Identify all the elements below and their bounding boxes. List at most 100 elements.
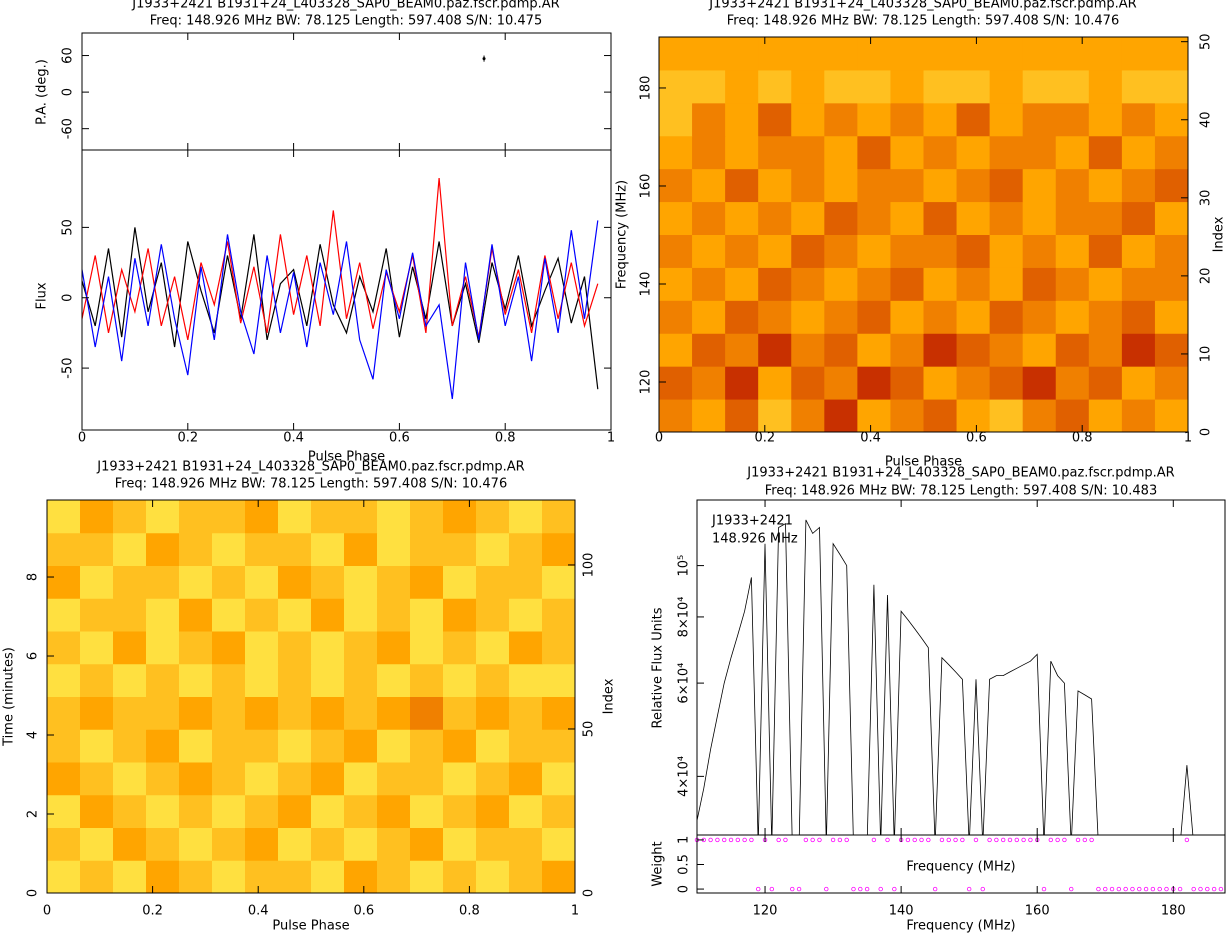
heatmap-cell bbox=[377, 565, 411, 599]
heatmap-cell bbox=[692, 399, 726, 433]
heatmap-cell bbox=[1055, 333, 1090, 367]
flux-line bbox=[82, 227, 599, 390]
heatmap-cell bbox=[47, 794, 81, 828]
heatmap-cell bbox=[791, 102, 825, 137]
heatmap-cell bbox=[923, 201, 958, 235]
heatmap-cell bbox=[344, 565, 378, 599]
heatmap-cell bbox=[1154, 201, 1189, 235]
heatmap-cell bbox=[857, 234, 891, 268]
heatmap-cell bbox=[1055, 300, 1090, 334]
heatmap-cell bbox=[476, 860, 510, 894]
y-tick-label: 50 bbox=[1199, 33, 1214, 50]
heatmap-cell bbox=[377, 794, 411, 828]
heatmap-cell bbox=[179, 631, 213, 665]
x-tick-label: 0.4 bbox=[860, 431, 881, 446]
heatmap-cell bbox=[659, 168, 693, 203]
weight-point bbox=[1205, 886, 1210, 892]
heatmap-cell bbox=[80, 631, 114, 665]
heatmap-cell bbox=[659, 300, 693, 334]
heatmap-cell bbox=[47, 565, 81, 599]
y-tick-label: 4×10⁴ bbox=[677, 756, 692, 797]
heatmap-cell bbox=[989, 69, 1024, 104]
weight-point bbox=[1014, 837, 1019, 843]
x-tick-label: 0.8 bbox=[1072, 431, 1093, 446]
weight-point bbox=[735, 837, 741, 843]
heatmap-cell bbox=[113, 663, 147, 697]
heatmap-cell bbox=[542, 631, 576, 665]
heatmap-cell bbox=[179, 500, 213, 534]
heatmap-cell bbox=[344, 827, 378, 861]
heatmap-cell bbox=[80, 663, 114, 697]
heatmap-cell bbox=[509, 598, 543, 632]
chart-subtitle: Freq: 148.926 MHz BW: 78.125 Length: 597… bbox=[150, 14, 542, 29]
heatmap-cell bbox=[1088, 201, 1123, 235]
heatmap-cell bbox=[725, 300, 759, 334]
heatmap-cell bbox=[278, 860, 312, 894]
heatmap-cell bbox=[1121, 37, 1156, 71]
weight-point bbox=[885, 837, 890, 843]
heatmap-cell bbox=[1088, 37, 1123, 71]
heatmap-cell bbox=[509, 860, 543, 894]
y-tick-label: 30 bbox=[1199, 190, 1214, 207]
y-tick-label: -60 bbox=[61, 118, 76, 139]
heatmap-cell bbox=[758, 102, 792, 137]
heatmap-cell bbox=[311, 762, 345, 796]
y-tick-label: 60 bbox=[61, 47, 76, 64]
heatmap-cell bbox=[47, 532, 81, 566]
heatmap-cell bbox=[311, 663, 345, 697]
heatmap-cell bbox=[1154, 135, 1189, 170]
heatmap-cell bbox=[542, 565, 576, 599]
heatmap-cell bbox=[659, 102, 693, 137]
heatmap-cell bbox=[890, 168, 924, 203]
weight-point bbox=[837, 837, 843, 843]
chart-title: J1933+2421 B1931+24_L403328_SAP0_BEAM0.p… bbox=[746, 466, 1174, 481]
heatmap-cell bbox=[1055, 366, 1090, 400]
heatmap-cell bbox=[212, 598, 246, 632]
heatmap-cell bbox=[791, 300, 825, 334]
heatmap-cell bbox=[410, 860, 444, 894]
heatmap-cell bbox=[890, 102, 924, 137]
heatmap-cell bbox=[146, 762, 180, 796]
heatmap-cell bbox=[890, 267, 924, 301]
heatmap-cell bbox=[1121, 267, 1156, 301]
weight-point bbox=[756, 886, 761, 892]
heatmap-cell bbox=[80, 794, 114, 828]
heatmap-cell bbox=[344, 631, 378, 665]
heatmap-cell bbox=[278, 532, 312, 566]
heatmap-cell bbox=[278, 827, 312, 861]
heatmap-cell bbox=[824, 366, 858, 400]
heatmap-cell bbox=[956, 168, 991, 203]
x-tick-label: 0.2 bbox=[142, 904, 163, 919]
x-tick-label: 0.2 bbox=[754, 431, 775, 446]
weight-point bbox=[1096, 886, 1101, 892]
weight-point bbox=[960, 837, 965, 843]
heatmap-cell bbox=[476, 827, 510, 861]
heatmap-cell bbox=[476, 532, 510, 566]
y-axis-label: Time (minutes) bbox=[2, 647, 17, 747]
heatmap-cell bbox=[791, 135, 825, 170]
y-tick-label: 100 bbox=[582, 553, 597, 578]
heatmap-cell bbox=[989, 102, 1024, 137]
heatmap-cell bbox=[410, 532, 444, 566]
weight-point bbox=[1137, 886, 1142, 892]
weight-point bbox=[851, 886, 856, 892]
heatmap-cell bbox=[791, 69, 825, 104]
heatmap-cell bbox=[245, 762, 279, 796]
heatmap-cell bbox=[245, 696, 279, 730]
y-tick-label: 0 bbox=[582, 889, 597, 897]
plot-frame bbox=[81, 32, 612, 151]
heatmap-cell bbox=[956, 234, 991, 268]
heatmap-cell bbox=[890, 234, 924, 268]
weight-point bbox=[932, 886, 938, 892]
y-tick-label: 160 bbox=[639, 174, 654, 199]
heatmap-cell bbox=[725, 135, 759, 170]
heatmap-cell bbox=[113, 729, 147, 763]
heatmap-cell bbox=[659, 37, 693, 71]
heatmap-cell bbox=[1022, 366, 1057, 400]
weight-point bbox=[844, 837, 849, 843]
heatmap-cell bbox=[692, 168, 726, 203]
weight-point bbox=[946, 837, 951, 843]
heatmap-cell bbox=[890, 69, 924, 104]
heatmap-cell bbox=[1088, 69, 1123, 104]
